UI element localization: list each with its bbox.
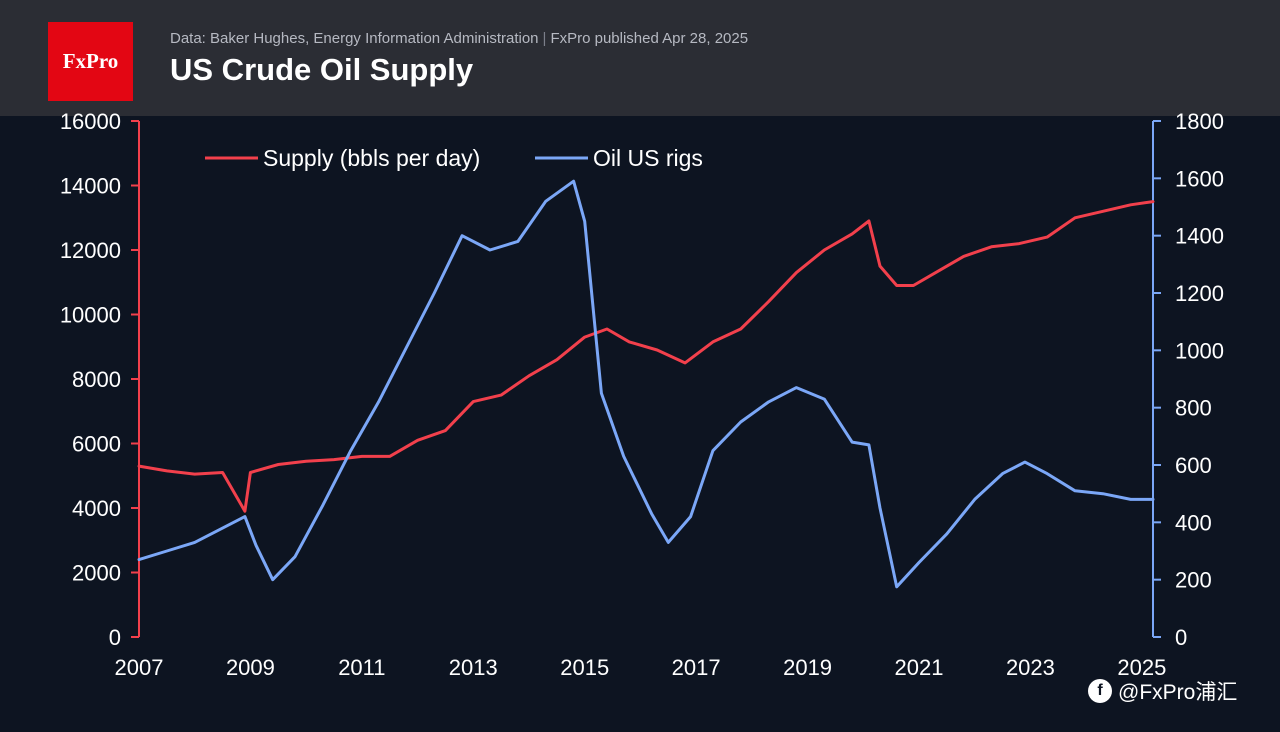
source-line: Data: Baker Hughes, Energy Information A…: [170, 30, 748, 47]
left-axis-tick-label: 0: [109, 625, 121, 650]
left-axis-tick-label: 10000: [60, 303, 121, 328]
right-axis-tick-label: 1800: [1175, 109, 1224, 134]
right-axis-tick-label: 1600: [1175, 166, 1224, 191]
fxpro-logo: FxPro: [48, 22, 133, 101]
x-axis-tick-label: 2015: [560, 655, 609, 680]
right-axis-tick-label: 800: [1175, 396, 1212, 421]
left-axis-tick-label: 4000: [72, 496, 121, 521]
x-axis-tick-label: 2011: [338, 655, 385, 680]
left-axis-tick-label: 14000: [60, 174, 121, 199]
right-axis-tick-label: 1000: [1175, 338, 1224, 363]
data-source-text: Data: Baker Hughes, Energy Information A…: [170, 30, 539, 47]
x-axis-tick-label: 2007: [115, 655, 164, 680]
left-axis-tick-label: 2000: [72, 561, 121, 586]
x-axis-tick-label: 2017: [672, 655, 721, 680]
published-text: FxPro published Apr 28, 2025: [550, 30, 749, 47]
right-axis-tick-label: 600: [1175, 453, 1212, 478]
page-title: US Crude Oil Supply: [170, 52, 474, 87]
right-axis-tick-label: 1200: [1175, 281, 1224, 306]
header-bar: FxPro Data: Baker Hughes, Energy Informa…: [0, 0, 1280, 116]
x-axis-tick-label: 2021: [895, 655, 944, 680]
watermark-text: @FxPro浦汇: [1118, 681, 1238, 704]
watermark: f @FxPro浦汇: [1088, 676, 1237, 706]
x-axis-tick-label: 2009: [226, 655, 275, 680]
legend-label-supply: Supply (bbls per day): [263, 145, 480, 171]
left-axis-tick-label: 6000: [72, 432, 121, 457]
left-axis-tick-label: 16000: [60, 109, 121, 134]
right-axis-tick-label: 400: [1175, 510, 1212, 535]
x-axis-tick-label: 2023: [1006, 655, 1055, 680]
right-axis-tick-label: 0: [1175, 625, 1187, 650]
right-axis-tick-label: 1400: [1175, 224, 1224, 249]
left-axis-tick-label: 8000: [72, 367, 121, 392]
supply-series-line: [137, 200, 1155, 513]
separator: |: [542, 30, 547, 47]
rigs-series-line: [137, 179, 1155, 589]
x-axis-tick-label: 2013: [449, 655, 498, 680]
x-axis-tick-label: 2019: [783, 655, 832, 680]
right-axis-tick-label: 200: [1175, 568, 1212, 593]
x-axis-tick-label: 2025: [1117, 655, 1166, 680]
brand-logo-icon: f: [1088, 679, 1112, 703]
legend-label-rigs: Oil US rigs: [593, 145, 703, 171]
left-axis-tick-label: 12000: [60, 238, 121, 263]
